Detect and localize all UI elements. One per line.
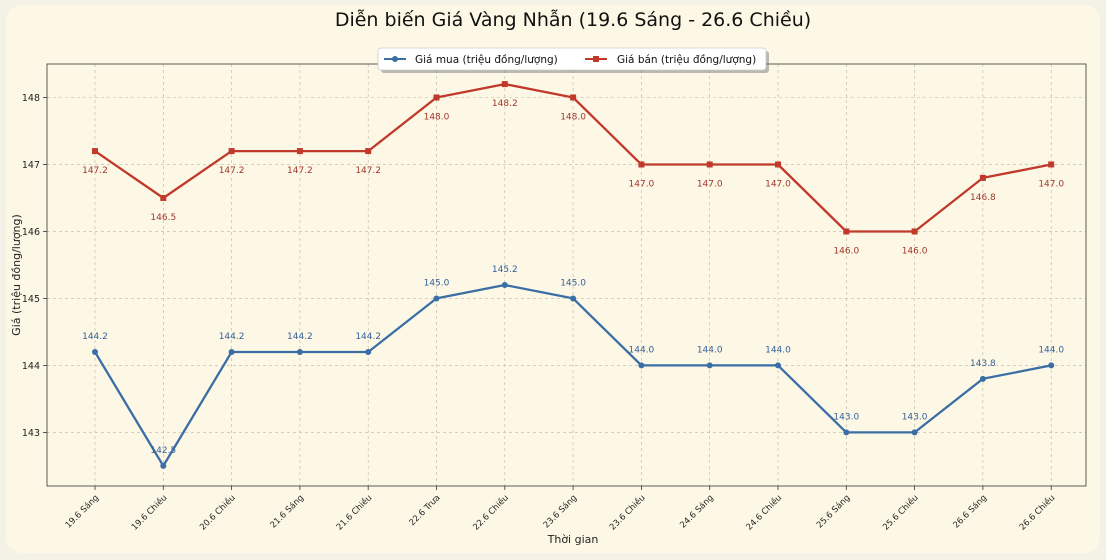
- data-label: 146.0: [902, 246, 928, 256]
- data-label: 144.2: [355, 332, 381, 342]
- data-point: [92, 148, 98, 155]
- data-point: [365, 349, 372, 356]
- data-label: 148.2: [492, 99, 518, 109]
- data-point: [433, 94, 440, 101]
- y-tick-label: 147: [22, 160, 40, 171]
- data-label: 147.0: [1038, 179, 1064, 189]
- data-label: 147.0: [697, 179, 723, 189]
- data-label: 144.2: [287, 332, 313, 342]
- data-labels: 144.2 142.5 144.2 144.2 144.2 145.0 145.2 145.0…: [82, 99, 1064, 456]
- legend-label-sell: Giá bán (triệu đồng/lượng): [617, 54, 756, 66]
- data-point: [1048, 161, 1055, 168]
- data-label: 146.5: [150, 213, 176, 223]
- data-point: [706, 161, 713, 168]
- data-label: 144.2: [82, 332, 108, 342]
- y-axis-ticks: 143 144 145 146 147 148: [22, 93, 47, 439]
- data-point: [570, 94, 577, 101]
- data-label: 144.0: [697, 345, 723, 355]
- data-point: [228, 349, 235, 356]
- data-label: 145.0: [560, 278, 586, 288]
- data-label: 144.0: [629, 345, 655, 355]
- data-label: 145.0: [424, 278, 450, 288]
- data-point: [160, 462, 167, 469]
- y-tick-label: 146: [22, 227, 40, 238]
- data-label: 143.8: [970, 359, 996, 369]
- data-label: 147.2: [355, 166, 381, 176]
- data-point: [92, 349, 98, 356]
- data-label: 145.2: [492, 265, 518, 275]
- data-point: [979, 375, 986, 382]
- data-label: 147.0: [629, 179, 655, 189]
- data-label: 144.0: [765, 345, 791, 355]
- data-point: [228, 148, 235, 155]
- y-axis-label: Giá (triệu đồng/lượng): [10, 214, 23, 336]
- data-label: 147.2: [287, 166, 313, 176]
- series-layer: [92, 81, 1055, 469]
- data-label: 144.0: [1038, 345, 1064, 355]
- data-point: [296, 349, 303, 356]
- data-label: 146.0: [833, 246, 859, 256]
- data-point: [979, 174, 986, 181]
- data-point: [570, 295, 577, 302]
- y-tick-label: 145: [22, 294, 40, 305]
- legend: Giá mua (triệu đồng/lượng) Giá bán (triệ…: [377, 47, 769, 73]
- data-label: 146.8: [970, 193, 996, 203]
- data-point: [1048, 362, 1055, 369]
- y-tick-label: 143: [22, 428, 40, 439]
- x-axis-label: Thời gian: [547, 533, 599, 546]
- data-label: 143.0: [902, 412, 928, 422]
- data-point: [296, 148, 303, 155]
- data-point: [501, 282, 508, 289]
- data-point: [365, 148, 372, 155]
- data-point: [706, 362, 713, 369]
- data-label: 147.2: [219, 166, 245, 176]
- data-point: [160, 194, 167, 201]
- data-point: [843, 228, 850, 235]
- data-label: 144.2: [219, 332, 245, 342]
- data-label: 143.0: [833, 412, 859, 422]
- data-point: [843, 429, 850, 436]
- data-label: 147.2: [82, 166, 108, 176]
- data-point: [775, 161, 781, 168]
- data-point: [638, 161, 645, 168]
- data-label: 148.0: [424, 112, 450, 122]
- data-point: [911, 429, 918, 436]
- legend-marker-buy: [392, 56, 398, 62]
- data-point: [775, 362, 781, 369]
- data-label: 142.5: [150, 446, 176, 456]
- plot-area: [47, 64, 1086, 486]
- data-label: 148.0: [560, 112, 586, 122]
- data-point: [638, 362, 645, 369]
- data-point: [433, 295, 440, 302]
- legend-label-buy: Giá mua (triệu đồng/lượng): [415, 54, 558, 66]
- data-point: [911, 228, 918, 235]
- y-tick-label: 148: [22, 93, 40, 104]
- data-point: [501, 81, 508, 88]
- legend-box: [377, 47, 767, 71]
- legend-marker-sell: [593, 56, 599, 62]
- y-tick-label: 144: [22, 361, 40, 372]
- data-label: 147.0: [765, 179, 791, 189]
- chart-title: Diễn biến Giá Vàng Nhẫn (19.6 Sáng - 26.…: [335, 8, 811, 31]
